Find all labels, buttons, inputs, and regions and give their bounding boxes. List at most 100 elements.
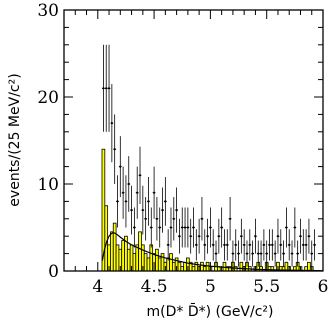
data-point: [268, 229, 271, 261]
data-point: [175, 187, 179, 233]
histogram-bar: [171, 261, 176, 272]
data-point: [225, 229, 229, 261]
data-point: [172, 197, 176, 241]
data-point: [220, 207, 224, 248]
histogram-bar: [143, 253, 148, 272]
histogram-bar: [205, 261, 210, 272]
data-point: [152, 166, 156, 219]
data-point: [169, 207, 173, 248]
data-point: [135, 166, 139, 219]
data-point: [307, 218, 311, 254]
data-point: [273, 240, 277, 267]
data-point: [197, 218, 201, 254]
data-point: [223, 229, 226, 261]
histogram-bar: [121, 240, 125, 272]
histogram-bar: [183, 261, 187, 272]
data-point: [192, 207, 195, 248]
data-point: [155, 197, 159, 241]
data-point: [130, 185, 133, 235]
data-point: [127, 156, 131, 212]
data-point: [310, 240, 314, 267]
data-point: [231, 240, 235, 267]
data-point: [183, 207, 187, 248]
data-point: [104, 44, 108, 132]
x-tick-label: 5.5: [253, 277, 280, 297]
data-point: [313, 229, 316, 261]
data-point: [124, 175, 128, 228]
histogram-bar: [191, 266, 196, 272]
data-point: [138, 146, 142, 205]
fit-curve: [101, 232, 324, 272]
data-point: [110, 83, 114, 163]
x-axis: 4 4.5 5 5.5 6: [74, 10, 328, 297]
data-point: [228, 197, 232, 241]
x-tick-label: 4.5: [141, 277, 168, 297]
data-point: [262, 229, 266, 261]
data-points: [102, 44, 316, 267]
data-point: [248, 229, 252, 261]
data-point: [242, 229, 246, 261]
data-point: [304, 229, 308, 261]
data-point: [301, 229, 305, 261]
data-point: [251, 240, 255, 267]
histogram-bar: [132, 253, 137, 272]
histogram-bar: [259, 266, 263, 272]
data-point: [144, 197, 148, 241]
y-tick-label: 20: [37, 88, 59, 108]
y-axis-title: events/(25 MeV/c²): [7, 73, 23, 206]
data-point: [107, 44, 111, 132]
data-point: [239, 218, 243, 254]
data-point: [214, 240, 218, 267]
data-point: [293, 207, 297, 248]
data-point: [178, 218, 181, 254]
data-point: [256, 240, 260, 267]
histogram-bar: [157, 257, 162, 272]
data-point: [141, 185, 145, 235]
histogram-bar: [138, 231, 142, 272]
histogram-bar: [115, 244, 120, 272]
y-tick-label: 30: [37, 1, 59, 21]
histogram-bar: [112, 222, 117, 272]
x-tick-label: 4: [92, 277, 103, 297]
x-tick-label: 5: [205, 277, 216, 297]
data-point: [158, 207, 162, 248]
data-point: [102, 44, 105, 132]
data-point: [284, 207, 288, 248]
data-point: [290, 240, 294, 267]
data-point: [259, 240, 263, 267]
histogram-bar: [180, 266, 185, 272]
histogram-bar: [146, 257, 151, 272]
data-point: [113, 114, 117, 184]
data-point: [163, 177, 167, 226]
y-axis: 0 10 20 30: [37, 1, 323, 282]
histogram-bar: [169, 253, 173, 272]
data-point: [299, 218, 302, 254]
data-point: [200, 197, 204, 241]
data-point: [149, 207, 153, 248]
data-point: [296, 240, 300, 267]
histogram-bar: [135, 244, 140, 272]
histogram-bar: [194, 261, 199, 272]
data-point: [234, 229, 238, 261]
histogram-bar: [126, 248, 131, 272]
data-point: [194, 229, 198, 261]
y-tick-label: 0: [48, 262, 59, 282]
data-point: [211, 229, 215, 261]
data-point: [208, 207, 212, 248]
histogram-bar: [104, 205, 109, 272]
data-point: [282, 240, 285, 267]
data-point: [121, 166, 125, 219]
data-point: [166, 229, 170, 261]
data-point: [186, 207, 190, 248]
data-point: [203, 229, 207, 261]
data-point: [237, 240, 240, 267]
data-point: [254, 218, 257, 254]
histogram-bar: [177, 261, 182, 272]
data-point: [118, 136, 122, 198]
data-point: [276, 218, 280, 254]
histogram-bar: [233, 266, 238, 272]
data-point: [189, 218, 193, 254]
data-point: [132, 207, 136, 248]
data-point: [217, 218, 221, 254]
